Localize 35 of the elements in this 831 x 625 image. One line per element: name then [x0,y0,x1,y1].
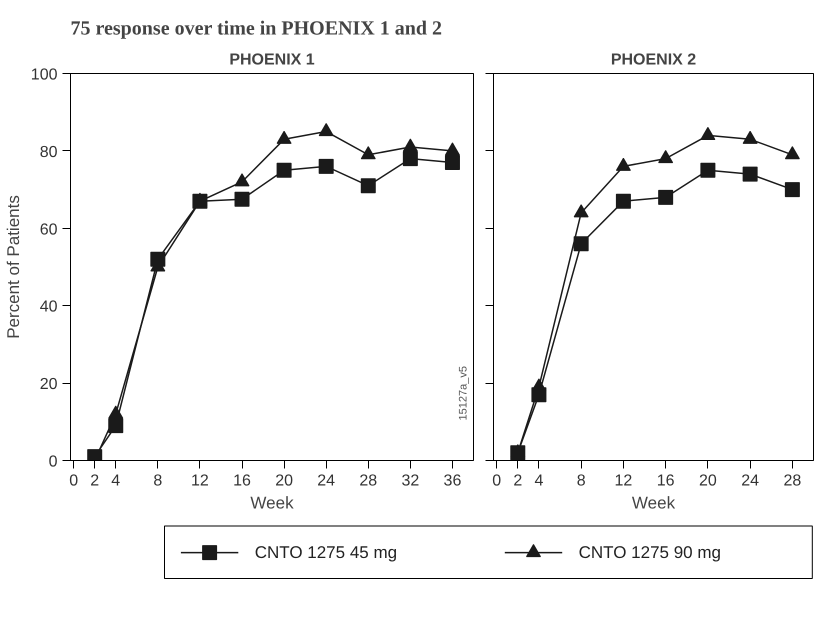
y-tick-label: 100 [30,66,58,84]
x-tick-label: 24 [741,472,760,490]
x-axis-title: Week [250,494,294,512]
legend-label: CNTO 1275 45 mg [254,543,398,562]
x-tick-label: 0 [69,472,78,490]
y-axis-title: Percent of Patients [4,195,23,339]
x-tick-label: 20 [275,472,294,490]
x-tick-label: 8 [153,472,162,490]
x-tick-label: 32 [401,472,420,490]
x-tick-label: 2 [513,472,522,490]
annotation: 15127a_v5 [458,366,470,420]
chart-title: 75 response over time in PHOENIX 1 and 2 [70,18,442,40]
x-axis-title: Week [632,494,676,512]
x-tick-label: 4 [534,472,544,490]
x-tick-label: 2 [90,472,100,490]
chart-subtitle: PHOENIX 1 [229,52,315,68]
x-tick-label: 4 [111,472,120,490]
x-tick-label: 12 [191,472,209,490]
x-tick-label: 28 [783,472,802,490]
x-tick-label: 8 [576,472,586,490]
x-tick-label: 24 [317,472,336,490]
x-tick-label: 12 [614,472,632,490]
x-tick-label: 28 [359,472,378,490]
x-tick-label: 36 [444,472,462,490]
y-tick-label: 20 [40,376,58,394]
y-tick-label: 40 [40,298,58,316]
y-tick-label: 80 [40,144,58,161]
chart-title: PHOENIX 2 [610,52,696,68]
x-tick-label: 0 [492,472,502,490]
y-tick-label: 60 [40,221,58,238]
legend-label: CNTO 1275 90 mg [578,543,721,562]
x-tick-label: 16 [233,472,252,490]
x-tick-label: 16 [656,472,675,490]
y-tick-label: 0 [48,454,58,470]
x-tick-label: 20 [698,472,717,490]
